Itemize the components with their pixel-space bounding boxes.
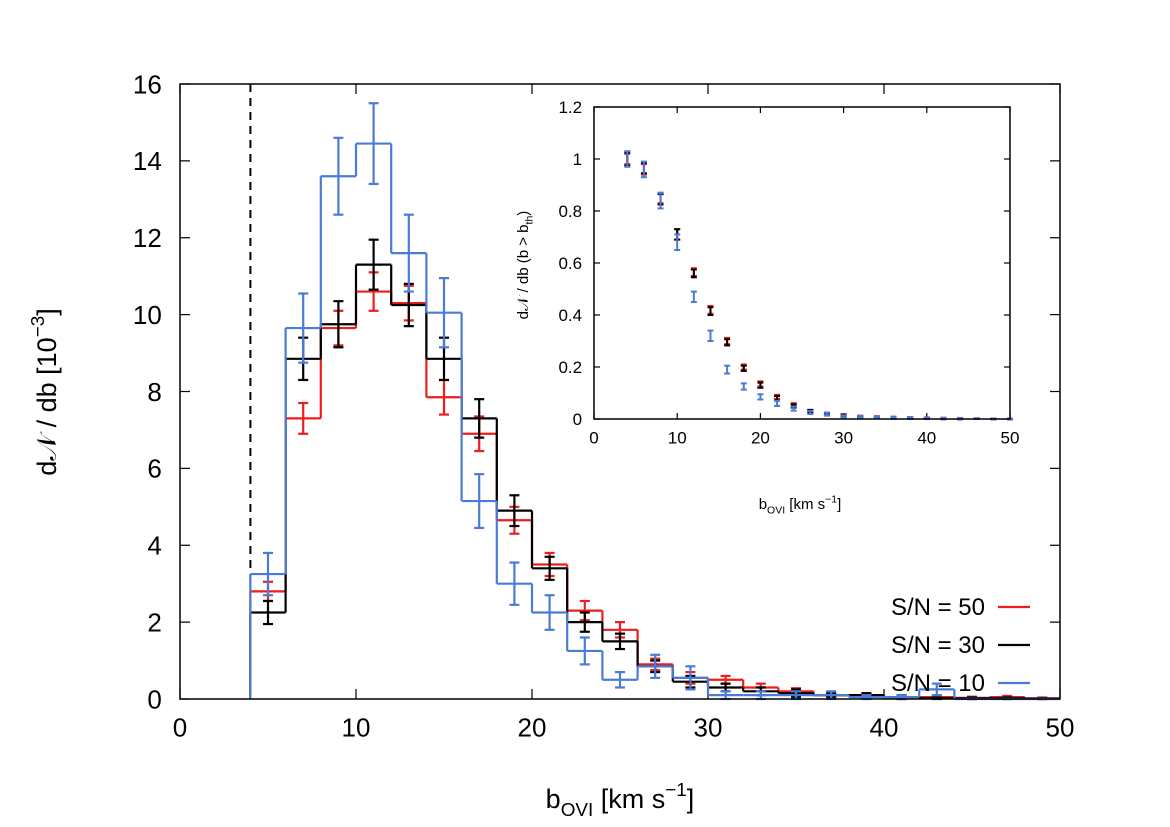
x-tick-label: 40	[917, 429, 936, 448]
label-part: OVI	[561, 800, 594, 821]
y-tick-label: 0.8	[558, 202, 582, 221]
y-tick-label: 8	[147, 377, 161, 407]
y-tick-label: 14	[133, 146, 162, 176]
label-part: [km s	[593, 784, 665, 814]
x-tick-label: 40	[870, 713, 899, 743]
plot-frame	[593, 106, 1011, 420]
label-part: −3	[28, 316, 49, 338]
y-tick-label: 2	[147, 607, 161, 637]
label-part: b	[759, 496, 767, 513]
x-tick-label: 0	[589, 429, 598, 448]
legend-label: S/N = 10	[891, 670, 985, 697]
x-tick-label: 50	[1046, 713, 1075, 743]
label-part: [km s	[785, 496, 825, 513]
label-part: )	[515, 211, 532, 216]
x-tick-label: 20	[518, 713, 547, 743]
y-tick-label: 6	[147, 454, 161, 484]
label-part: ]	[687, 784, 695, 814]
plot-frame	[179, 83, 1061, 700]
x-tick-label: 30	[834, 429, 853, 448]
y-tick-label: 1.2	[558, 98, 582, 117]
x-tick-label: 0	[173, 713, 187, 743]
y-tick-label: 16	[133, 69, 162, 99]
label-part: b	[546, 784, 561, 814]
y-tick-label: 0.2	[558, 358, 582, 377]
legend-label: S/N = 30	[891, 632, 985, 659]
y-tick-label: 12	[133, 223, 162, 253]
x-tick-label: 10	[668, 429, 687, 448]
x-tick-label: 10	[342, 713, 371, 743]
label-part: ]	[32, 308, 62, 316]
x-axis-label: bOVI [km s−1]	[546, 780, 695, 821]
y-tick-label: 10	[133, 300, 162, 330]
y-axis-label: d𝒩 / db [10−3]	[28, 308, 62, 476]
label-part: th	[524, 216, 536, 225]
y-axis-label: d𝒩 / db (b > bth)	[515, 211, 536, 320]
label-part: −1	[825, 493, 837, 505]
y-tick-label: 0	[573, 410, 582, 429]
y-tick-label: 1	[573, 150, 582, 169]
x-tick-label: 50	[1001, 429, 1020, 448]
label-part: d𝒩 / db (b > b	[515, 224, 532, 319]
x-tick-label: 20	[751, 429, 770, 448]
label-part: −1	[665, 780, 687, 801]
y-tick-label: 0.4	[558, 306, 582, 325]
x-tick-label: 30	[694, 713, 723, 743]
x-axis-label: bOVI [km s−1]	[759, 493, 842, 516]
label-part: OVI	[767, 505, 785, 517]
legend-label: S/N = 50	[891, 594, 985, 621]
label-part: d𝒩 / db [10	[32, 337, 62, 475]
y-tick-label: 0.6	[558, 254, 582, 273]
label-part: ]	[837, 496, 841, 513]
y-tick-label: 0	[147, 684, 161, 714]
y-tick-label: 4	[147, 531, 161, 561]
inset-background	[594, 107, 1010, 419]
